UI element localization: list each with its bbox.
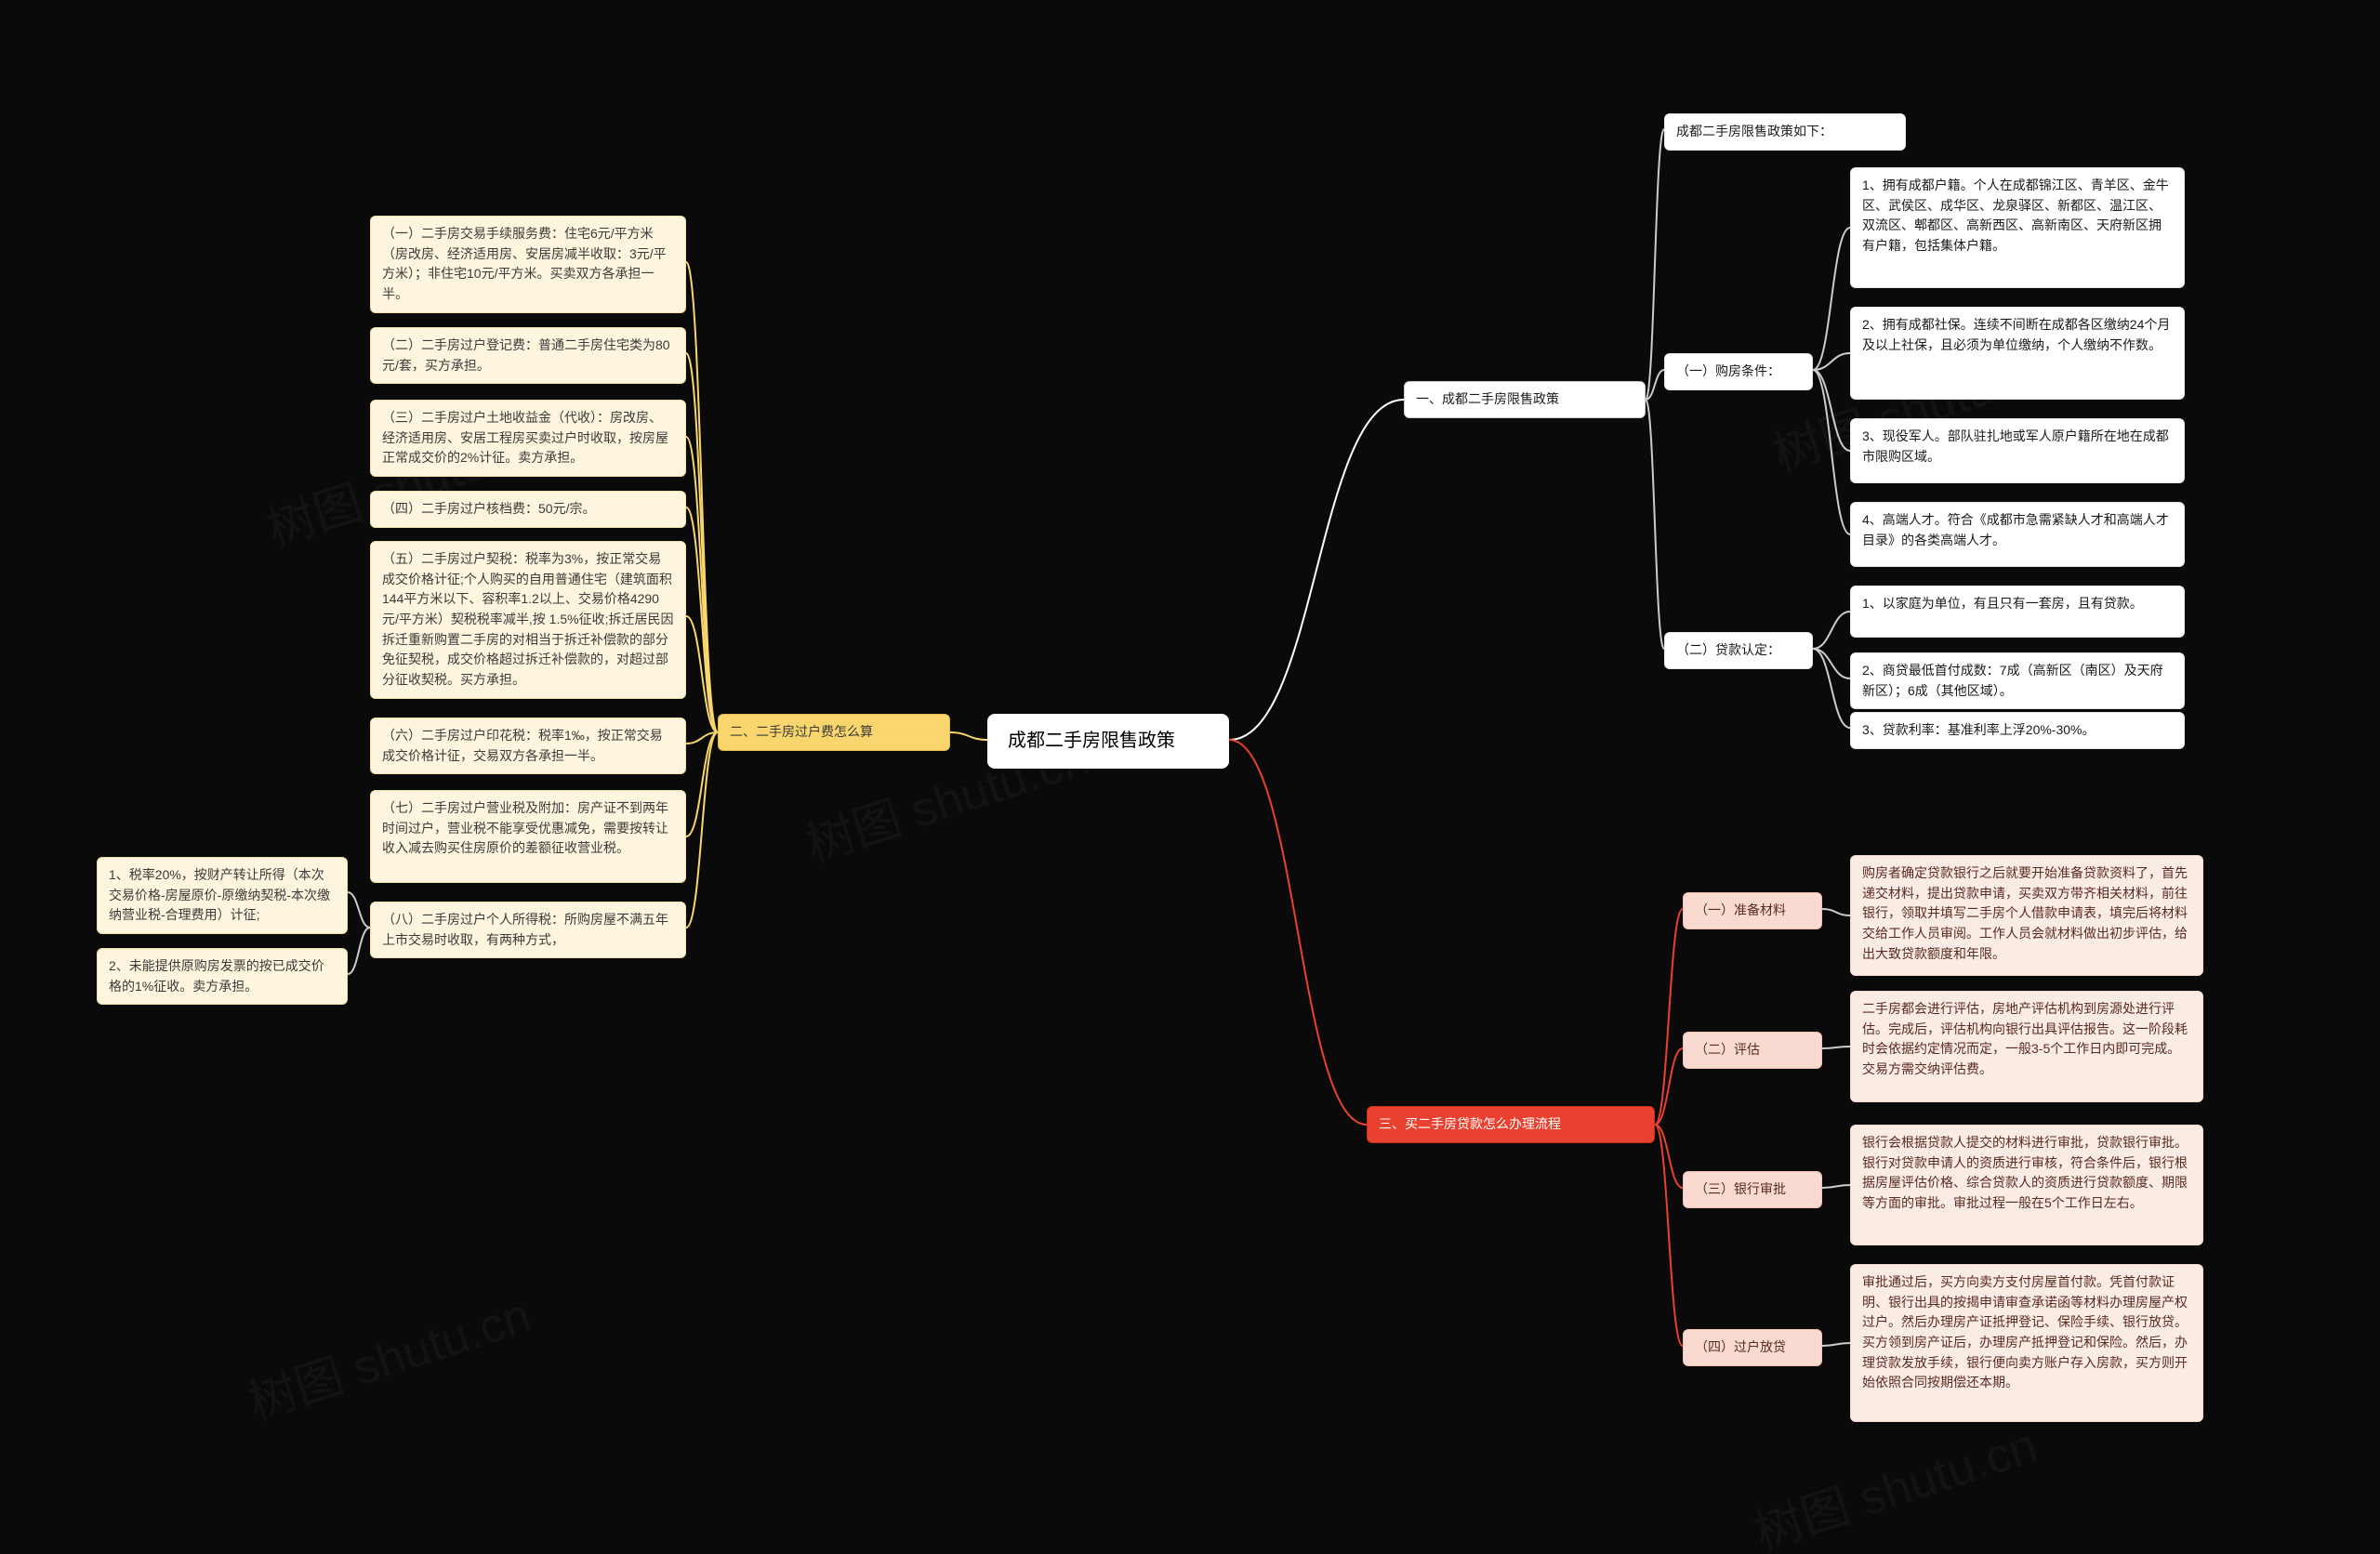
branch-1-policy[interactable]: 一、成都二手房限售政策: [1404, 381, 1646, 418]
branch-2-fee-item: （二）二手房过户登记费：普通二手房住宅类为80元/套，买方承担。: [370, 327, 686, 384]
branch-1-purchase-item: 2、拥有成都社保。连续不间断在成都各区缴纳24个月及以上社保，且必须为单位缴纳，…: [1850, 307, 2185, 400]
branch-1-sub-loan[interactable]: （二）贷款认定：: [1664, 632, 1813, 669]
branch-3-step-detail: 二手房都会进行评估，房地产评估机构到房源处进行评估。完成后，评估机构向银行出具评…: [1850, 991, 2203, 1102]
branch-2-fee-item: （三）二手房过户土地收益金（代收）：房改房、经济适用房、安居工程房买卖过户时收取…: [370, 400, 686, 477]
branch-2-fee-item: （四）二手房过户核档费：50元/宗。: [370, 491, 686, 528]
watermark: 树图 shutu.cn: [238, 1276, 538, 1433]
branch-3-step-label: （三）银行审批: [1683, 1171, 1822, 1208]
branch-1-purchase-item: 1、拥有成都户籍。个人在成都锦江区、青羊区、金牛区、武侯区、成华区、龙泉驿区、新…: [1850, 167, 2185, 288]
branch-1-loan-item: 3、贷款利率：基准利率上浮20%-30%。: [1850, 712, 2185, 749]
branch-3-loan-process[interactable]: 三、买二手房贷款怎么办理流程: [1367, 1106, 1655, 1143]
branch-1-loan-item: 1、以家庭为单位，有且只有一套房，且有贷款。: [1850, 586, 2185, 638]
branch-1-sub-purchase[interactable]: （一）购房条件：: [1664, 353, 1813, 390]
branch-3-step-detail: 银行会根据贷款人提交的材料进行审批，贷款银行审批。银行对贷款申请人的资质进行审核…: [1850, 1125, 2203, 1245]
branch-2-tax-subitem: 1、税率20%，按财产转让所得（本次交易价格-房屋原价-原缴纳契税-本次缴纳营业…: [97, 857, 348, 934]
branch-2-fee-item: （一）二手房交易手续服务费：住宅6元/平方米（房改房、经济适用房、安居房减半收取…: [370, 216, 686, 313]
branch-2-tax-subitem: 2、未能提供原购房发票的按已成交价格的1%征收。卖方承担。: [97, 948, 348, 1005]
branch-1-loan-item: 2、商贷最低首付成数：7成（高新区（南区）及天府新区）；6成（其他区域）。: [1850, 652, 2185, 709]
branch-2-fee-item: （六）二手房过户印花税：税率1‰，按正常交易成交价格计征，交易双方各承担一半。: [370, 718, 686, 774]
branch-3-step-detail: 审批通过后，买方向卖方支付房屋首付款。凭首付款证明、银行出具的按揭申请审查承诺函…: [1850, 1264, 2203, 1422]
branch-1-purchase-item: 3、现役军人。部队驻扎地或军人原户籍所在地在成都市限购区域。: [1850, 418, 2185, 483]
branch-3-step-detail: 购房者确定贷款银行之后就要开始准备贷款资料了，首先递交材料，提出贷款申请，买卖双…: [1850, 855, 2203, 976]
center-topic[interactable]: 成都二手房限售政策: [987, 714, 1229, 769]
branch-1-purchase-item: 4、高端人才。符合《成都市急需紧缺人才和高端人才目录》的各类高端人才。: [1850, 502, 2185, 567]
watermark: 树图 shutu.cn: [1744, 1406, 2044, 1554]
mindmap-canvas: 树图 shutu.cn 树图 shutu.cn 树图 shutu.cn 树图 s…: [0, 0, 2380, 1554]
branch-1-intro: 成都二手房限售政策如下：: [1664, 113, 1906, 151]
branch-2-fee-item-8: （八）二手房过户个人所得税：所购房屋不满五年上市交易时收取，有两种方式，: [370, 902, 686, 958]
branch-2-fee-item: （五）二手房过户契税：税率为3%，按正常交易成交价格计征;个人购买的自用普通住宅…: [370, 541, 686, 699]
branch-2-fee-item: （七）二手房过户营业税及附加：房产证不到两年时间过户，营业税不能享受优惠减免，需…: [370, 790, 686, 883]
branch-3-step-label: （一）准备材料: [1683, 892, 1822, 929]
branch-3-step-label: （四）过户放贷: [1683, 1329, 1822, 1366]
branch-3-step-label: （二）评估: [1683, 1032, 1822, 1069]
branch-2-fees[interactable]: 二、二手房过户费怎么算: [718, 714, 950, 751]
